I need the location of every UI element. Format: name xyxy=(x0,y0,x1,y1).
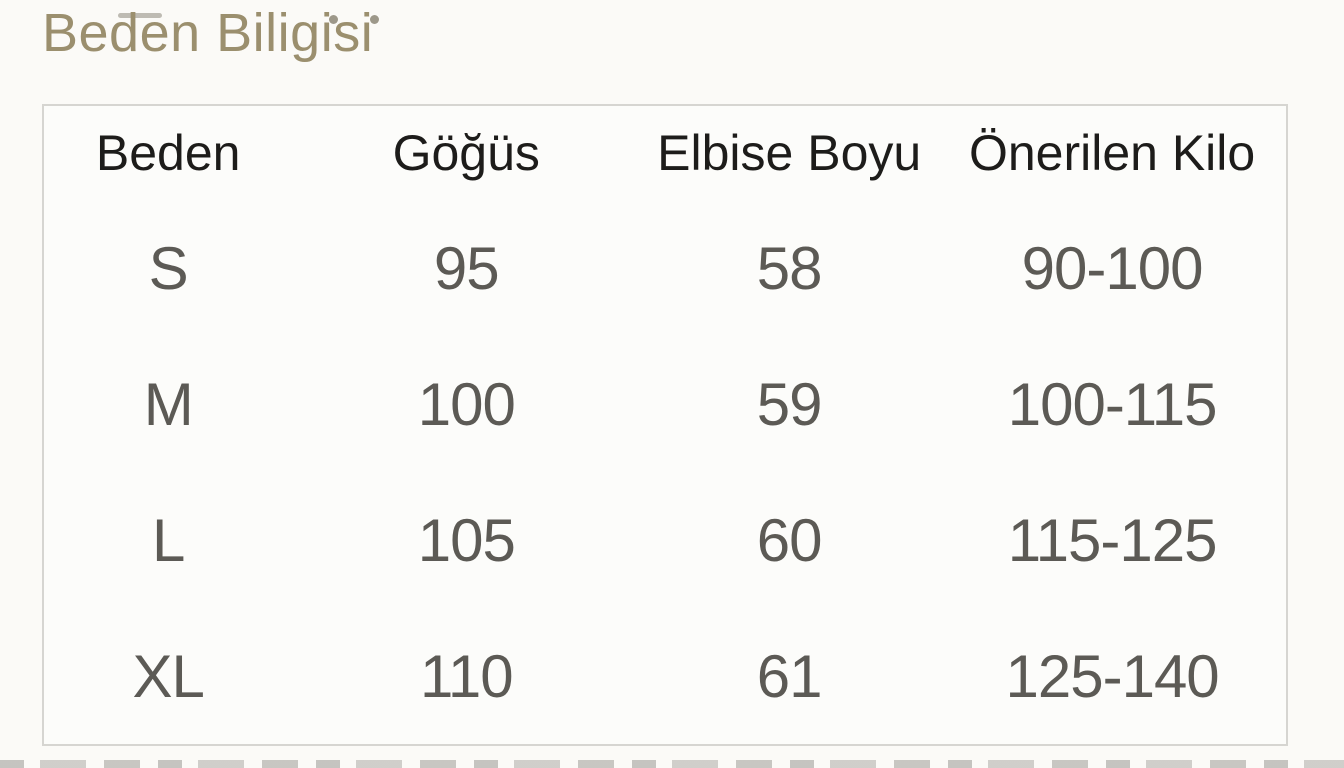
column-header-elbise-boyu: Elbise Boyu xyxy=(657,125,922,181)
column-header-onerilen-kilo: Önerilen Kilo xyxy=(968,125,1256,181)
length-cell: 59 xyxy=(756,370,823,438)
chest-cell: 110 xyxy=(419,642,514,710)
page-title: Beden Biligisi xyxy=(42,3,374,63)
size-cell: XL xyxy=(132,642,205,710)
cropped-top-dot-artifact xyxy=(329,15,338,24)
cropped-top-text-artifact xyxy=(118,13,162,18)
length-cell: 61 xyxy=(756,642,823,710)
chest-cell: 105 xyxy=(417,506,516,574)
weight-cell: 90-100 xyxy=(1021,234,1204,302)
table-row-m: M 100 59 100-115 xyxy=(44,336,1286,472)
chest-cell: 95 xyxy=(433,234,500,302)
length-cell: 58 xyxy=(756,234,823,302)
size-cell: M xyxy=(143,370,194,438)
size-cell: S xyxy=(148,234,189,302)
column-header-beden: Beden xyxy=(95,125,241,181)
weight-cell: 115-125 xyxy=(1007,506,1218,574)
size-info-table: Beden Göğüs Elbise Boyu Önerilen Kilo S … xyxy=(42,104,1288,746)
cropped-top-dot-artifact xyxy=(370,15,379,24)
table-row-s: S 95 58 90-100 xyxy=(44,200,1286,336)
weight-cell: 125-140 xyxy=(1005,642,1219,710)
table-row-xl: XL 110 61 125-140 xyxy=(44,608,1286,744)
weight-cell: 100-115 xyxy=(1007,370,1218,438)
size-cell: L xyxy=(152,506,185,574)
cropped-bottom-text-artifact xyxy=(0,760,1344,768)
table-row-l: L 105 60 115-125 xyxy=(44,472,1286,608)
chest-cell: 100 xyxy=(417,370,516,438)
length-cell: 60 xyxy=(756,506,823,574)
column-header-gogus: Göğüs xyxy=(392,125,540,181)
table-header-row: Beden Göğüs Elbise Boyu Önerilen Kilo xyxy=(44,106,1286,200)
